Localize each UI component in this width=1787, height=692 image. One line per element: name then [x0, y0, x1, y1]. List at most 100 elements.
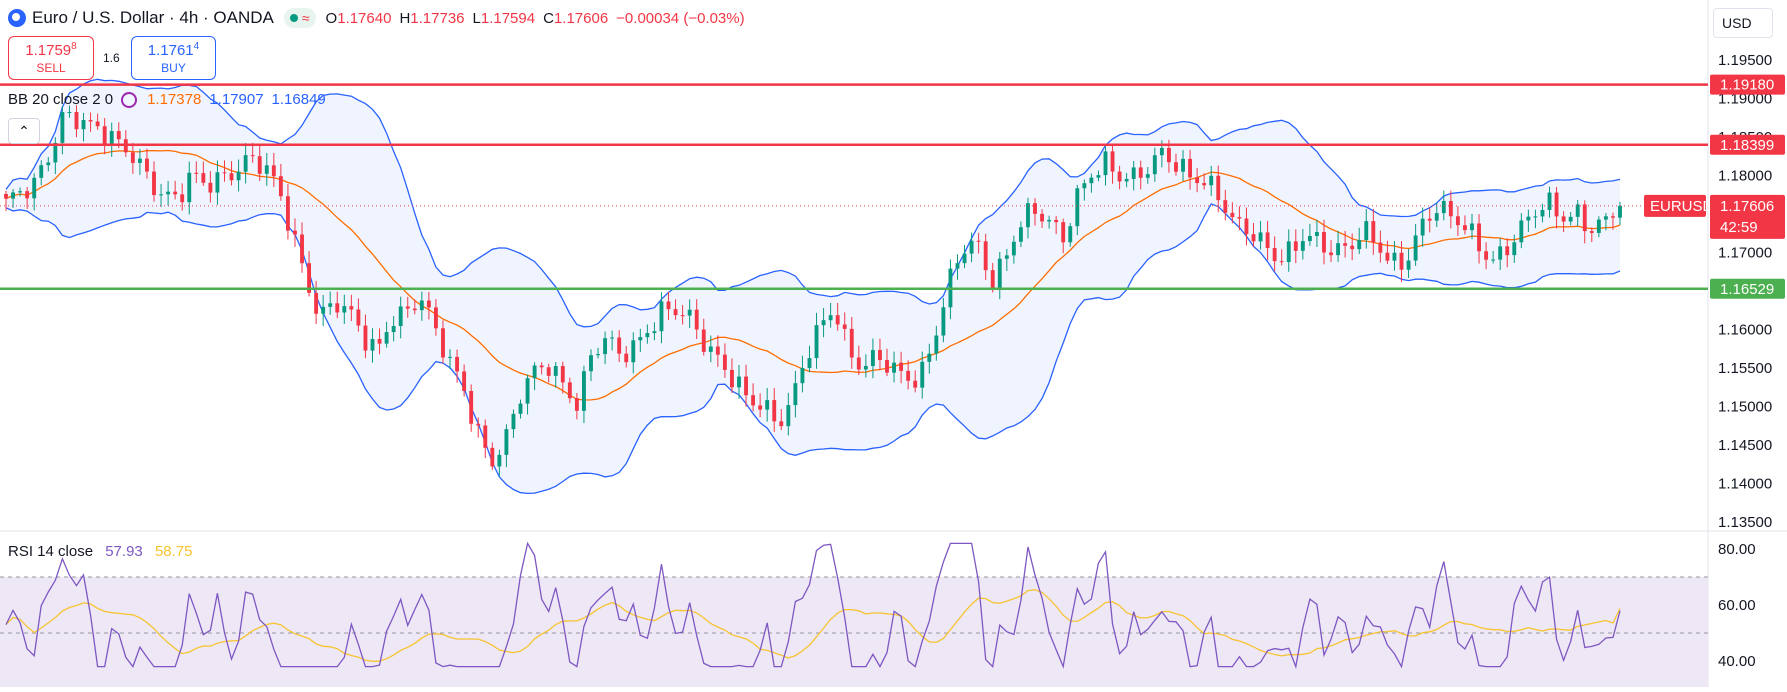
- level-price-tag: [1710, 278, 1785, 299]
- candle-body: [856, 357, 861, 370]
- candle-body: [870, 350, 875, 367]
- candle-body: [1505, 246, 1510, 256]
- candle-body: [384, 332, 389, 344]
- candle-body: [74, 112, 79, 130]
- candle-body: [1082, 183, 1087, 189]
- candle-body: [448, 356, 452, 358]
- candle-body: [1420, 218, 1425, 236]
- candle-body: [934, 335, 939, 354]
- candle-body: [1575, 204, 1580, 217]
- rsi-line: [5, 541, 1621, 669]
- candle-body: [441, 328, 445, 358]
- candle-body: [603, 338, 608, 355]
- candle-body: [849, 328, 854, 358]
- sell-button[interactable]: 1.17598 SELL: [8, 36, 94, 80]
- candle-body: [694, 309, 699, 330]
- candle-body: [631, 340, 636, 363]
- candle-body: [962, 253, 967, 264]
- rsi-legend-title[interactable]: RSI 14 close: [8, 543, 94, 560]
- candle-body: [159, 194, 163, 196]
- currency-selector[interactable]: USD: [1713, 8, 1773, 38]
- level-price-tag: [1710, 134, 1785, 155]
- level-price-text: 1.18399: [1720, 137, 1774, 154]
- candle-body: [271, 165, 276, 177]
- low-label: L: [472, 9, 481, 27]
- last-price-tag: [1710, 194, 1785, 239]
- candle-body: [363, 325, 368, 351]
- candle-body: [1033, 203, 1037, 214]
- candle-body: [1089, 177, 1094, 184]
- rsi-legend[interactable]: RSI 14 close 57.93 58.75: [8, 543, 192, 560]
- candle-body: [1427, 218, 1432, 221]
- candle-body: [1152, 155, 1157, 175]
- candle-body: [955, 263, 960, 269]
- candle-body: [751, 395, 756, 406]
- candle-body: [102, 126, 107, 145]
- rsi-axis-label: 60.00: [1718, 597, 1756, 614]
- candle-body: [469, 391, 474, 424]
- open-value: 1.17640: [337, 9, 392, 27]
- globe-flag-icon[interactable]: [8, 9, 26, 27]
- candle-body: [278, 176, 283, 197]
- candle-body: [793, 383, 798, 406]
- candle-body: [109, 131, 114, 145]
- candle-body: [194, 172, 199, 174]
- price-axis-label: 1.17000: [1718, 245, 1772, 262]
- candle-body: [1329, 252, 1333, 256]
- candle-body: [314, 292, 319, 314]
- candle-body: [483, 425, 488, 448]
- candle-body: [1110, 151, 1115, 172]
- rsi-band-background: [0, 577, 1708, 689]
- candle-body: [1336, 243, 1341, 256]
- candle-body: [1159, 147, 1164, 156]
- candle-body: [1293, 241, 1298, 251]
- candle-body: [589, 355, 593, 372]
- candle-body: [1131, 167, 1136, 179]
- candle-body: [1512, 242, 1517, 256]
- bb-basis-line: [5, 149, 1621, 401]
- buy-price: 1.17614: [147, 41, 200, 59]
- candle-body: [426, 300, 431, 308]
- candle-body: [462, 371, 467, 392]
- candle-body: [321, 306, 326, 314]
- candle-body: [899, 362, 904, 371]
- candle-body: [1526, 216, 1531, 221]
- collapse-legend-button[interactable]: ⌃: [8, 118, 40, 144]
- buy-button[interactable]: 1.17614 BUY: [131, 36, 216, 80]
- market-status-badge[interactable]: ≈: [283, 8, 316, 28]
- price-axis-label: 1.14000: [1718, 476, 1772, 493]
- candle-body: [1166, 147, 1171, 163]
- candle-body: [1244, 218, 1249, 235]
- candle-body: [1145, 174, 1150, 178]
- symbol-title[interactable]: Euro / U.S. Dollar · 4h · OANDA: [32, 8, 274, 27]
- candle-body: [264, 165, 269, 174]
- candle-body: [1343, 243, 1348, 246]
- refresh-icon[interactable]: [121, 91, 138, 108]
- candle-body: [1470, 223, 1474, 231]
- candle-body: [1350, 245, 1355, 250]
- bb-legend-title[interactable]: BB 20 close 2 0: [8, 91, 114, 108]
- candle-body: [617, 337, 622, 354]
- candle-body: [1491, 259, 1496, 261]
- candle-body: [885, 359, 889, 373]
- candle-body: [307, 263, 312, 293]
- candle-body: [222, 172, 227, 174]
- candle-body: [356, 309, 361, 326]
- candle-body: [772, 400, 777, 422]
- rsi-axis-label: 40.00: [1718, 653, 1756, 670]
- candle-body: [624, 353, 629, 363]
- candle-body: [391, 326, 396, 333]
- price-axis-label: 1.16000: [1718, 322, 1772, 339]
- candle-body: [95, 121, 100, 127]
- candle-body: [1554, 192, 1559, 217]
- candle-body: [433, 307, 438, 329]
- open-label: O: [325, 9, 338, 27]
- price-axis-label: 1.13500: [1718, 514, 1772, 531]
- candle-body: [1011, 241, 1016, 256]
- candle-body: [1272, 248, 1277, 262]
- bb-legend[interactable]: BB 20 close 2 0 1.17378 1.17907 1.16849: [8, 91, 326, 108]
- candle-body: [1392, 252, 1397, 261]
- candle-body: [1251, 234, 1256, 242]
